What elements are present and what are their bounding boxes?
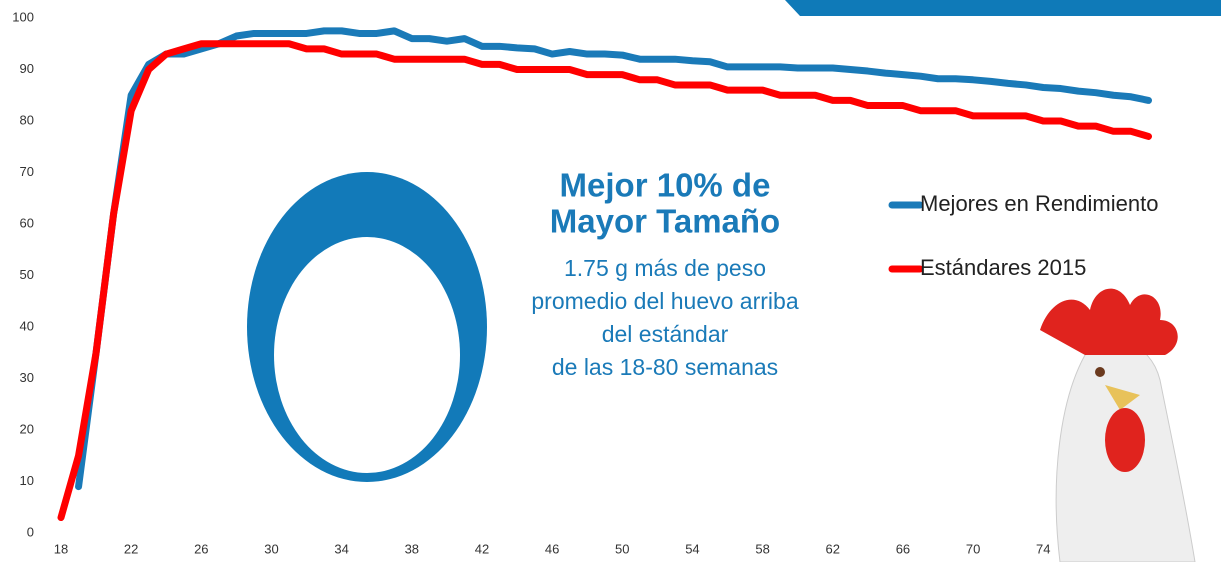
x-tick-label: 30 (264, 541, 278, 556)
y-tick-label: 10 (20, 473, 34, 488)
annotation-text: 1.75 g más de peso (564, 255, 766, 281)
egg-inner (274, 237, 460, 473)
annotation-text: de las 18-80 semanas (552, 354, 778, 380)
x-tick-label: 26 (194, 541, 208, 556)
plot-area: 0 10 20 30 40 50 60 70 80 90 100 18 22 26 30 34 38 42 46 50… (12, 9, 1148, 556)
y-tick-label: 60 (20, 215, 34, 230)
legend: Mejores en Rendimiento Estándares 2015 (892, 191, 1158, 280)
banner (785, 0, 1221, 16)
x-tick-label: 74 (1036, 541, 1050, 556)
x-tick-label: 22 (124, 541, 138, 556)
annotation-title: Mayor Tamaño (550, 203, 780, 240)
y-tick-label: 50 (20, 267, 34, 282)
annotation-text: promedio del huevo arriba (531, 288, 798, 314)
chart: 0 10 20 30 40 50 60 70 80 90 100 18 22 26 30 34 38 42 46 50… (0, 0, 1221, 562)
y-tick-label: 40 (20, 318, 34, 333)
x-tick-label: 58 (755, 541, 769, 556)
y-tick-label: 90 (20, 61, 34, 76)
y-tick-label: 20 (20, 421, 34, 436)
x-tick-label: 62 (826, 541, 840, 556)
x-tick-label: 54 (685, 541, 699, 556)
y-tick-label: 70 (20, 164, 34, 179)
legend-label: Mejores en Rendimiento (920, 191, 1158, 216)
annotation-title: Mejor 10% de (560, 167, 771, 204)
x-tick-label: 46 (545, 541, 559, 556)
x-tick-label: 38 (405, 541, 419, 556)
y-tick-label: 30 (20, 370, 34, 385)
x-tick-label: 70 (966, 541, 980, 556)
x-tick-label: 50 (615, 541, 629, 556)
x-tick-label: 66 (896, 541, 910, 556)
y-tick-label: 0 (27, 524, 34, 539)
y-tick-label: 100 (12, 9, 34, 24)
x-tick-label: 18 (54, 541, 68, 556)
y-tick-label: 80 (20, 112, 34, 127)
annotation-text: del estándar (602, 321, 729, 347)
chicken-illustration (1040, 289, 1195, 562)
x-tick-label: 34 (334, 541, 348, 556)
legend-label: Estándares 2015 (920, 255, 1086, 280)
x-tick-label: 42 (475, 541, 489, 556)
